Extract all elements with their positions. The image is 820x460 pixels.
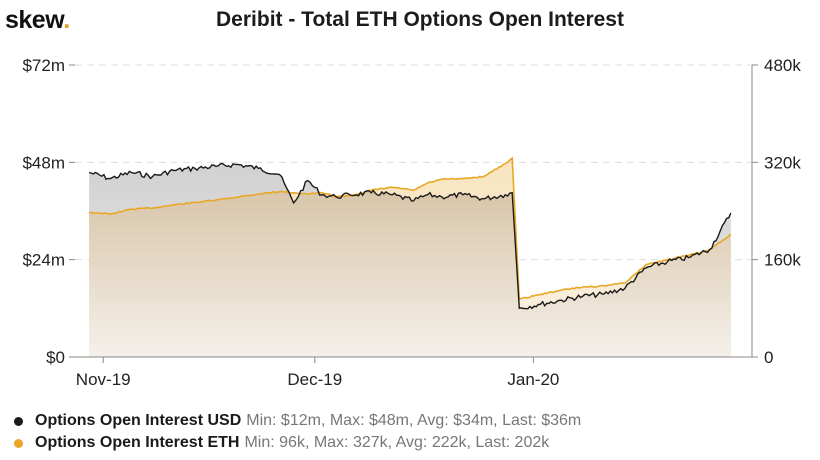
legend-name-eth: Options Open Interest ETH <box>35 434 240 451</box>
area-overlap <box>89 190 731 357</box>
x-tick-label: Nov-19 <box>76 370 131 389</box>
skew-logo: skew. <box>5 6 70 35</box>
y-right-tick-label: 160k <box>764 251 801 270</box>
legend-marker-usd <box>14 416 23 426</box>
tick-labels: $0 0 $24m 160k $48m 320k $72m 480k Nov-19 Dec-19 J… <box>22 56 801 389</box>
chart-title: Deribit - Total ETH Options Open Interes… <box>216 8 624 31</box>
y-right-tick-label: 0 <box>764 348 773 367</box>
legend-item-eth[interactable]: Options Open Interest ETH Min: 96k, Max:… <box>14 432 581 454</box>
area-fills <box>89 158 731 357</box>
x-tick-label: Jan-20 <box>507 370 559 389</box>
axes <box>75 65 753 358</box>
y-left-tick-label: $24m <box>22 251 65 270</box>
legend: Options Open Interest USD Min: $12m, Max… <box>14 410 581 454</box>
y-left-tick-label: $48m <box>22 153 65 172</box>
brand-dot: . <box>63 6 70 34</box>
legend-item-usd[interactable]: Options Open Interest USD Min: $12m, Max… <box>14 410 581 432</box>
x-tick-label: Dec-19 <box>287 370 342 389</box>
y-right-tick-label: 320k <box>764 153 801 172</box>
grid-lines <box>69 64 758 363</box>
y-left-tick-label: $0 <box>46 348 65 367</box>
line-eth <box>88 156 732 301</box>
legend-stats-eth: Min: 96k, Max: 327k, Avg: 222k, Last: 20… <box>244 434 550 451</box>
legend-name-usd: Options Open Interest USD <box>35 412 242 429</box>
legend-marker-eth <box>14 438 23 448</box>
series-lines <box>88 156 732 310</box>
y-right-tick-label: 480k <box>764 56 801 75</box>
legend-stats-usd: Min: $12m, Max: $48m, Avg: $34m, Last: $… <box>246 412 582 429</box>
chart-plot: $0 0 $24m 160k $48m 320k $72m 480k Nov-19 Dec-19 J… <box>22 56 801 389</box>
y-left-tick-label: $72m <box>22 56 65 75</box>
brand-name: skew <box>5 6 64 34</box>
line-usd <box>88 162 732 310</box>
